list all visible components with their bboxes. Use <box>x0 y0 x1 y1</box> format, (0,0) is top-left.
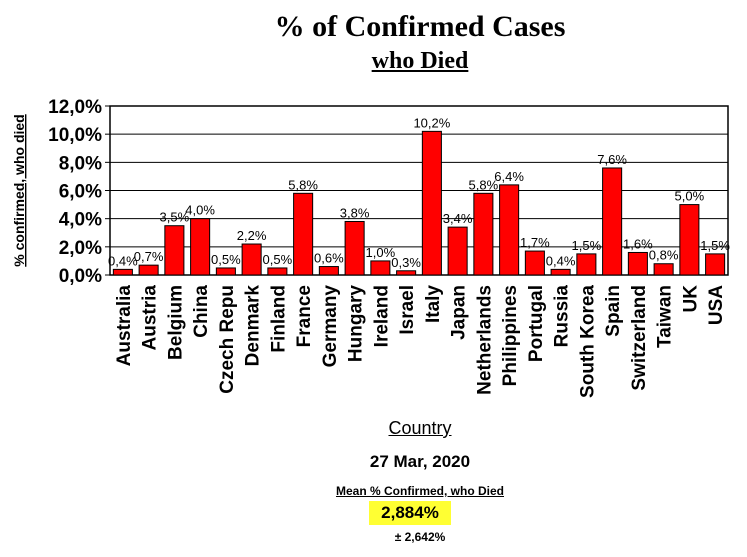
x-tick-label: Denmark <box>243 285 264 367</box>
x-tick-label: Ireland <box>371 285 392 347</box>
data-label: 0,8% <box>649 248 679 263</box>
x-tick-label: Taiwan <box>655 285 676 348</box>
bar <box>447 226 468 276</box>
bar <box>112 268 133 276</box>
bar <box>421 130 442 276</box>
data-label: 4,0% <box>185 203 215 218</box>
data-label: 3,4% <box>443 211 473 226</box>
data-label: 1,0% <box>366 245 396 260</box>
data-label: 0,4% <box>546 253 576 268</box>
bar <box>190 218 211 276</box>
x-tick-label: Hungary <box>346 285 367 363</box>
y-tick-label: 12,0% <box>48 97 102 118</box>
bar <box>293 192 314 276</box>
x-tick-label: Belgium <box>165 285 186 360</box>
bar <box>576 253 597 276</box>
data-label: 3,8% <box>340 205 370 220</box>
x-tick-label: Spain <box>603 285 624 337</box>
bar <box>653 263 674 276</box>
bar <box>550 268 571 276</box>
bar <box>215 267 236 276</box>
x-tick-label: France <box>294 285 315 347</box>
data-label: 1,6% <box>623 236 653 251</box>
bar <box>602 167 623 276</box>
bar <box>241 243 262 276</box>
data-label: 6,4% <box>494 169 524 184</box>
bar <box>318 266 339 276</box>
x-tick-label: Italy <box>423 285 444 323</box>
bar <box>705 253 726 276</box>
chart-title: % of Confirmed Cases <box>274 10 566 43</box>
x-tick-label: Switzerland <box>629 285 650 391</box>
y-tick-label: 10,0% <box>48 125 102 146</box>
data-label: 5,8% <box>469 177 499 192</box>
bar <box>138 264 159 276</box>
data-label: 0,7% <box>134 249 164 264</box>
y-tick-label: 6,0% <box>59 182 102 203</box>
bar <box>164 225 185 276</box>
x-tick-label: Philippines <box>500 285 521 386</box>
x-tick-label: Israel <box>397 285 418 335</box>
data-label: 1,5% <box>572 238 602 253</box>
x-tick-label: UK <box>680 285 701 313</box>
x-tick-label: USA <box>706 285 727 325</box>
mean-value: 2,884% <box>369 501 451 525</box>
bar <box>499 184 520 276</box>
x-tick-label: Finland <box>268 285 289 353</box>
data-label: 0,4% <box>108 253 138 268</box>
bar <box>267 267 288 276</box>
y-tick-label: 8,0% <box>59 153 102 174</box>
x-tick-label: Germany <box>320 285 341 368</box>
bar <box>370 260 391 276</box>
data-label: 1,5% <box>700 238 730 253</box>
y-tick-label: 4,0% <box>59 210 102 231</box>
x-tick-label: Austria <box>140 285 161 351</box>
x-axis-label: Country <box>388 418 452 438</box>
data-label: 0,5% <box>211 252 241 267</box>
data-label: 7,6% <box>597 152 627 167</box>
data-label: 3,5% <box>160 210 190 225</box>
data-label: 5,8% <box>288 177 318 192</box>
date-label: 27 Mar, 2020 <box>369 452 471 471</box>
bar-chart: 0,0% 2,0% 4,0% 6,0% 8,0% 10,0% 12,0% % confirme… <box>11 97 730 398</box>
data-label: 0,3% <box>391 255 421 270</box>
x-tick-label: Australia <box>114 285 135 367</box>
y-tick-label: 2,0% <box>59 238 102 259</box>
bar <box>473 192 494 276</box>
chart-subtitle: who Died <box>371 48 469 74</box>
bar <box>396 270 417 276</box>
bar <box>627 251 648 276</box>
x-tick-label: Japan <box>449 285 470 340</box>
x-tick-label: China <box>191 285 212 338</box>
x-tick-label: Portugal <box>526 285 547 362</box>
bar <box>344 220 365 276</box>
x-tick-label: South Korea <box>577 285 598 398</box>
data-label: 0,6% <box>314 251 344 266</box>
y-axis-label: % confirmed, who died <box>11 114 27 266</box>
x-tick-label: Czech Repu <box>217 285 238 394</box>
bar <box>524 250 545 276</box>
x-tick-label: Russia <box>552 285 573 348</box>
bar <box>679 204 700 276</box>
y-tick-label: 0,0% <box>59 266 102 287</box>
data-label: 2,2% <box>237 228 267 243</box>
mean-label: Mean % Confirmed, who Died <box>335 484 504 498</box>
data-label: 1,7% <box>520 235 550 250</box>
std-dev-label: ± 2,642% <box>394 530 446 544</box>
data-label: 0,5% <box>263 252 293 267</box>
data-label: 5,0% <box>675 189 705 204</box>
data-label: 10,2% <box>413 115 450 130</box>
x-tick-label: Netherlands <box>474 285 495 395</box>
